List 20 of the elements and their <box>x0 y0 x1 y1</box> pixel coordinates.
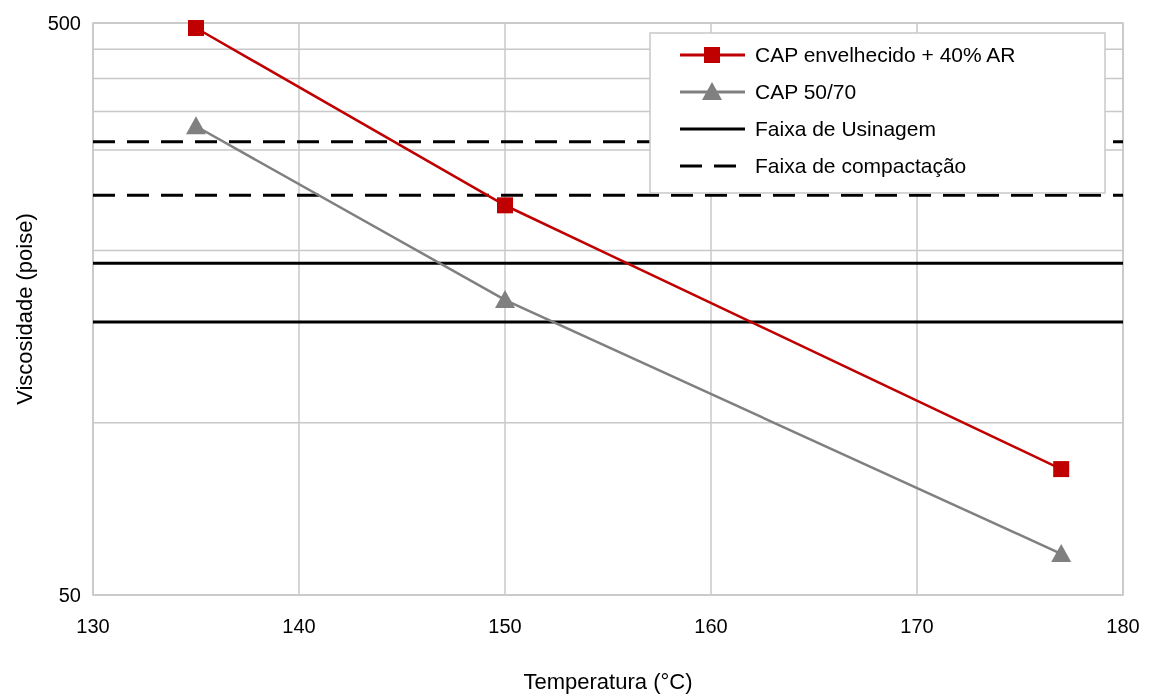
point <box>497 197 513 214</box>
legend-label: CAP envelhecido + 40% AR <box>755 43 1016 67</box>
x-tick-label: 150 <box>488 615 522 637</box>
x-tick-label: 140 <box>282 615 316 637</box>
point <box>495 289 515 308</box>
x-axis-title: Temperatura (°C) <box>523 669 693 694</box>
point <box>188 20 204 37</box>
x-tick-label: 130 <box>76 615 110 637</box>
legend-label: Faixa de compactação <box>755 154 967 178</box>
y-tick-label: 500 <box>47 12 81 34</box>
point <box>186 116 206 135</box>
point <box>1051 543 1072 562</box>
x-tick-label: 180 <box>1106 615 1140 637</box>
x-tick-label: 160 <box>694 615 728 637</box>
x-tick-label: 170 <box>900 615 934 637</box>
legend-label: Faixa de Usinagem <box>755 117 936 141</box>
legend-label: CAP 50/70 <box>755 80 857 104</box>
y-tick-label: 50 <box>58 584 81 606</box>
point <box>1053 461 1070 478</box>
y-axis-title: Viscosidade (poise) <box>12 213 37 405</box>
